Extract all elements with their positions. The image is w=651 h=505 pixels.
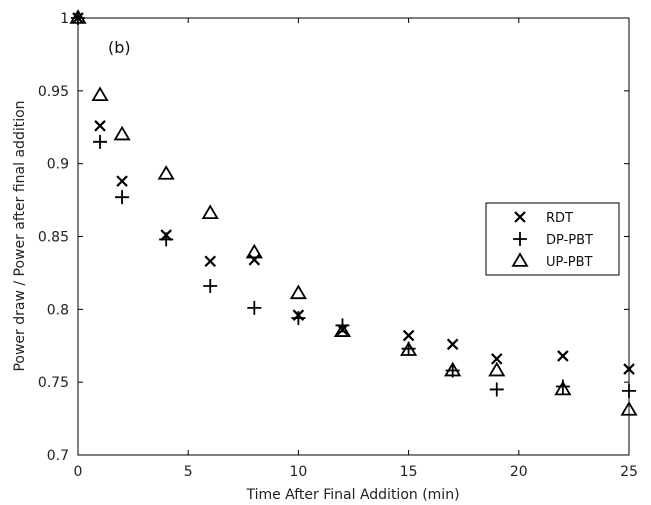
point-up-pbt-8 (400, 341, 418, 356)
y-tick-label: 0.75 (38, 375, 69, 391)
y-tick-label: 0.7 (47, 448, 69, 464)
x-axis-title: Time After Final Addition (min) (245, 487, 459, 503)
point-dp-pbt-1 (93, 134, 108, 149)
point-dp-pbt-5 (247, 300, 262, 315)
point-rdt-2 (116, 175, 128, 187)
y-tick-label: 0.8 (47, 302, 69, 318)
point-up-pbt-9 (444, 361, 462, 377)
point-up-pbt-7 (333, 322, 352, 337)
point-up-pbt-1 (91, 86, 109, 102)
legend-marker-rdt (514, 211, 526, 223)
y-axis-title: Power draw / Power after final addition (12, 100, 28, 371)
axis-ticks: 0 5 10 15 20 25 0.7 0.75 0.8 0.85 0.9 0.95 1 (38, 11, 638, 480)
legend-label-rdt: RDT (546, 211, 573, 226)
point-rdt-10 (490, 353, 503, 365)
x-tick-label: 20 (510, 464, 528, 480)
point-rdt-5 (248, 254, 261, 266)
point-up-pbt-3 (157, 165, 175, 180)
legend-marker-dp-pbt (513, 232, 527, 246)
legend-marker-up-pbt (511, 252, 529, 267)
y-tick-label: 0.9 (47, 157, 69, 173)
y-tick-label: 0.85 (38, 230, 69, 246)
data-marks (69, 9, 638, 416)
legend-box (485, 202, 620, 276)
point-up-pbt-2 (113, 125, 131, 141)
point-dp-pbt-6 (291, 311, 306, 326)
legend-label-up-pbt: UP-PBT (546, 255, 593, 270)
y-tick-label: 0.95 (38, 84, 69, 100)
point-rdt-4 (204, 255, 217, 268)
point-up-pbt-10 (488, 361, 506, 377)
legend-label-dp-pbt: DP-PBT (546, 233, 593, 248)
point-up-pbt-5 (245, 243, 263, 259)
point-dp-pbt-3 (159, 232, 174, 247)
point-rdt-11 (557, 350, 569, 362)
point-up-pbt-4 (201, 204, 219, 219)
point-up-pbt-11 (554, 380, 572, 396)
point-dp-pbt-4 (203, 279, 218, 294)
point-dp-pbt-2 (115, 190, 130, 205)
point-rdt-1 (94, 120, 106, 132)
point-rdt-9 (446, 338, 459, 351)
x-tick-label: 10 (289, 464, 307, 480)
x-tick-label: 25 (620, 464, 638, 480)
panel-label: (b) (108, 38, 131, 57)
legend: RDT DP-PBT UP-PBT (485, 202, 620, 276)
x-tick-label: 15 (400, 464, 418, 480)
point-up-pbt-6 (289, 284, 307, 300)
point-dp-pbt-10 (489, 382, 504, 397)
point-rdt-8 (402, 329, 415, 342)
y-tick-label: 1 (60, 11, 69, 27)
x-tick-label: 5 (184, 464, 193, 480)
x-tick-label: 0 (74, 464, 83, 480)
